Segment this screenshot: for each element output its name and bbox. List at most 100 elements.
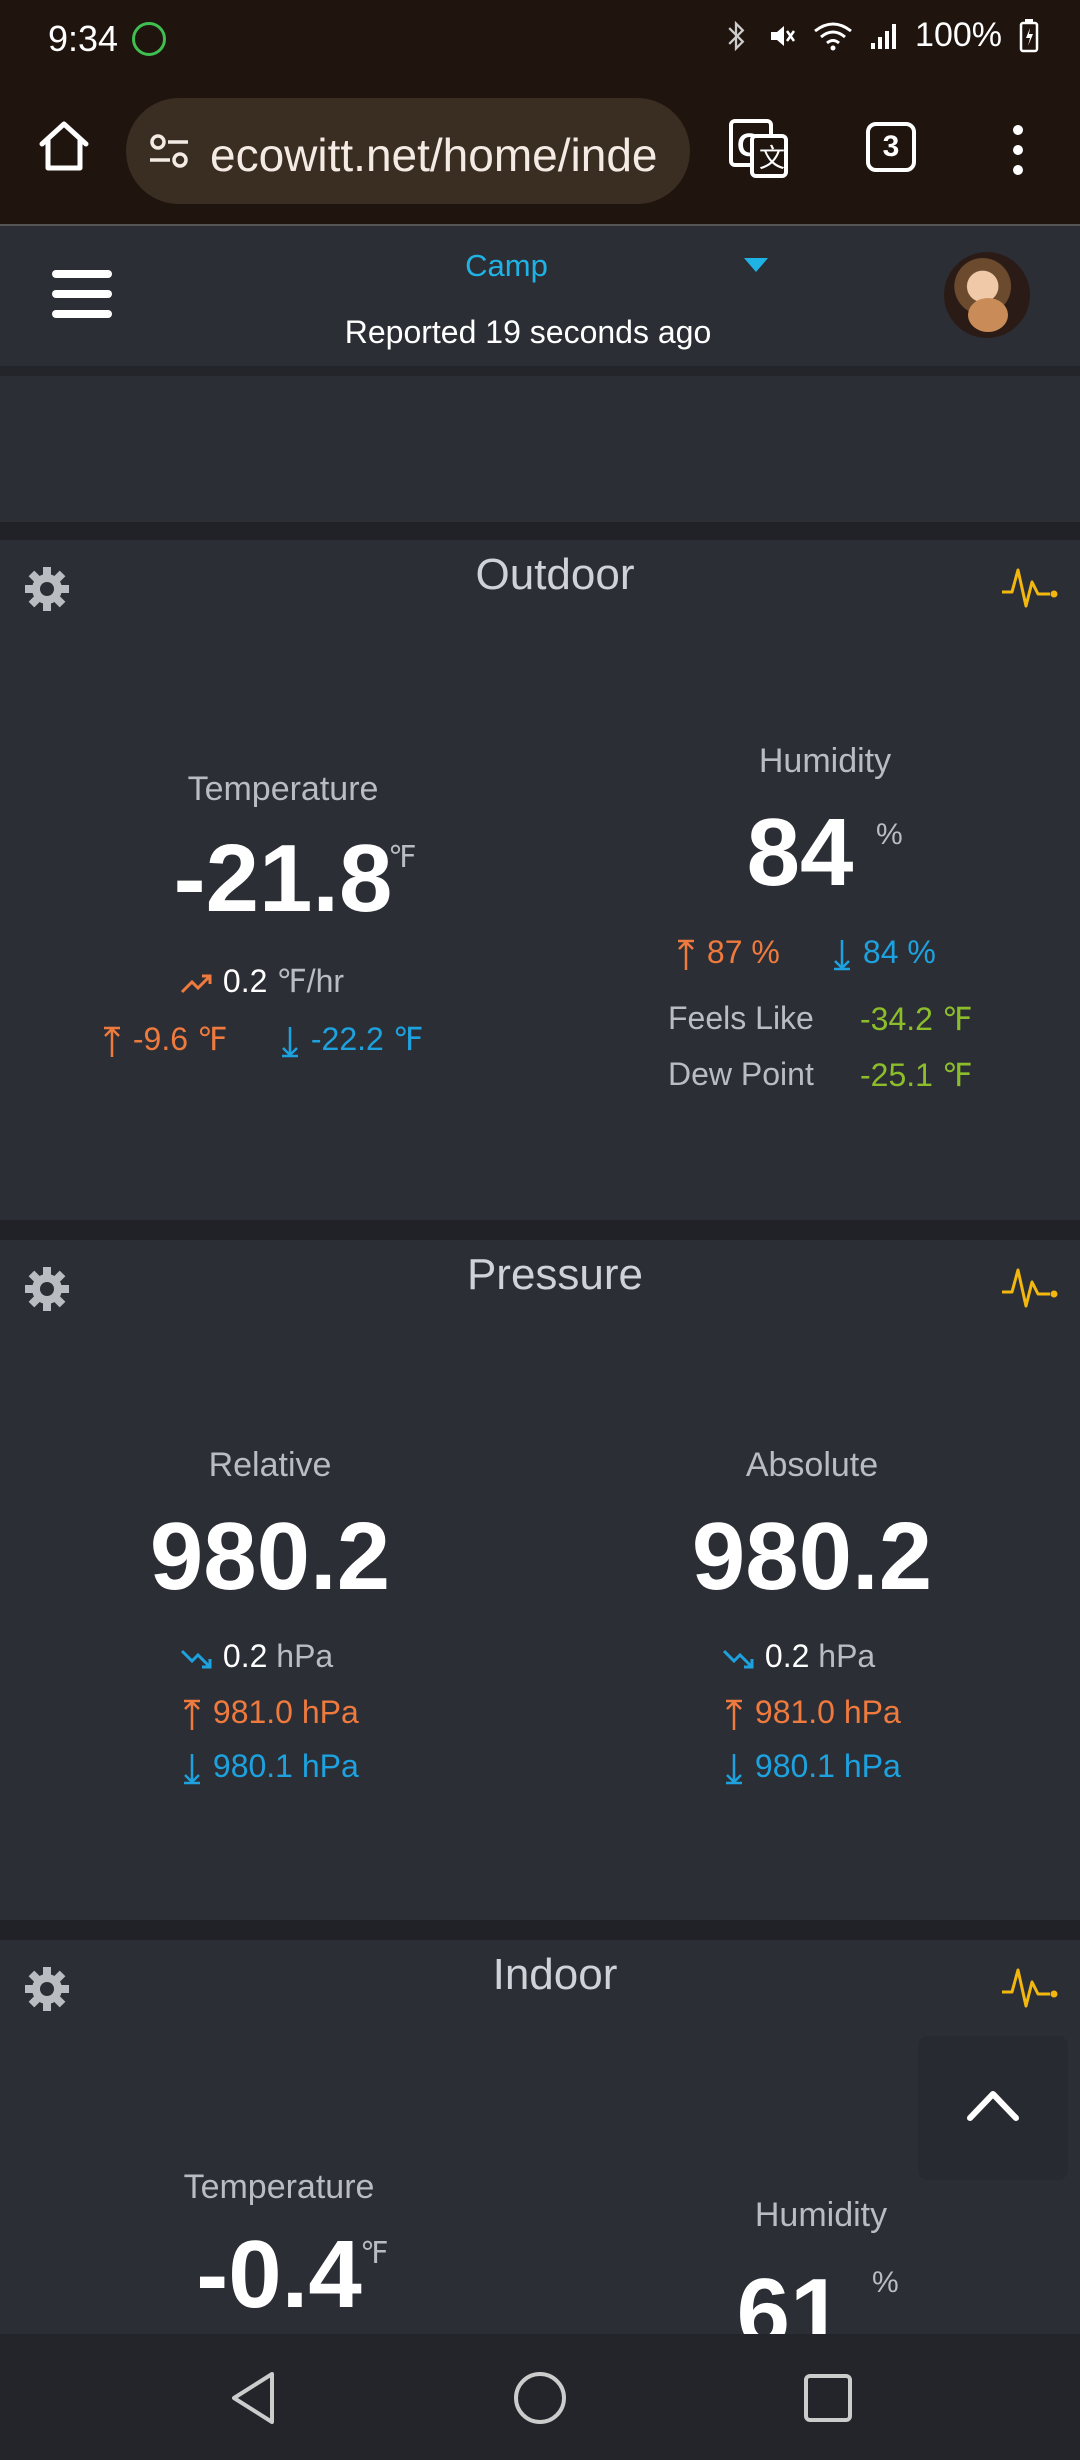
status-time: 9:34 [48, 18, 119, 59]
divider [0, 1920, 1080, 1940]
relative-pressure-low: 980.1 hPa [180, 1748, 359, 1786]
feels-like-value: -34.2 ℉ [860, 1001, 973, 1037]
outdoor-temperature-label: Temperature [187, 770, 379, 808]
outdoor-title: Outdoor [475, 550, 635, 599]
gear-icon[interactable] [22, 1964, 72, 2014]
svg-text:文: 文 [759, 143, 785, 173]
notification-app-icon [132, 22, 166, 56]
absolute-pressure-low: 980.1 hPa [722, 1748, 901, 1786]
url-text: ecowitt.net/home/inde [210, 129, 658, 181]
outdoor-humidity-high: 87 % [674, 934, 780, 972]
relative-pressure-value: 980.2 [149, 1503, 391, 1610]
outdoor-humidity-unit: % [876, 818, 903, 851]
home-nav-icon[interactable] [508, 2366, 572, 2430]
relative-pressure-high-value: 981.0 hPa [212, 1694, 359, 1730]
gear-icon[interactable] [22, 564, 72, 614]
status-bar: 9:34 100% [0, 0, 1080, 80]
absolute-pressure-high-value: 981.0 hPa [754, 1694, 901, 1730]
absolute-pressure-high: 981.0 hPa [722, 1694, 901, 1732]
user-avatar[interactable] [944, 252, 1030, 338]
relative-pressure-label: Relative [208, 1446, 332, 1484]
last-reported-text: Reported 19 seconds ago [344, 314, 712, 350]
chart-pulse-icon[interactable] [1000, 1264, 1060, 1312]
outdoor-humidity-low-value: 84 % [862, 934, 936, 970]
ad-space [0, 366, 1080, 522]
bluetooth-icon [728, 20, 745, 51]
arrow-down-icon [834, 939, 850, 970]
tab-switcher-button[interactable]: 3 [866, 122, 916, 172]
indoor-humidity-unit: % [872, 2266, 899, 2299]
pressure-title: Pressure [466, 1250, 644, 1299]
arrow-down-icon [282, 1026, 298, 1057]
absolute-pressure-label: Absolute [745, 1446, 879, 1484]
battery-icon [1019, 18, 1039, 52]
arrow-down-icon [726, 1753, 742, 1784]
outdoor-humidity-low: 84 % [830, 934, 936, 972]
wifi-icon [814, 22, 852, 50]
absolute-pressure-low-value: 980.1 hPa [754, 1748, 901, 1784]
indoor-humidity-label: Humidity [754, 2196, 888, 2234]
arrow-down-icon [184, 1753, 200, 1784]
indoor-humidity-value: 61 [736, 2259, 844, 2334]
mute-icon [771, 25, 796, 46]
outdoor-temperature-low: -22.2 ℉ [278, 1020, 423, 1059]
outdoor-temperature-trend-value: 0.2 [222, 963, 268, 999]
chevron-down-icon[interactable] [744, 258, 768, 274]
absolute-pressure-value: 980.2 [691, 1503, 933, 1610]
arrow-up-icon [104, 1026, 120, 1057]
outdoor-humidity-high-value: 87 % [706, 934, 780, 970]
chart-pulse-icon[interactable] [1000, 564, 1060, 612]
battery-percent: 100% [915, 16, 1002, 54]
chevron-up-icon [967, 2091, 1019, 2121]
url-bar[interactable]: ecowitt.net/home/inde [126, 98, 690, 204]
system-navigation-bar [0, 2334, 1080, 2460]
relative-pressure-trend: 0.2 hPa [180, 1638, 333, 1675]
trend-up-icon [180, 974, 212, 993]
outdoor-temperature-trend-unit: ℉/hr [276, 963, 345, 999]
indoor-title: Indoor [492, 1950, 618, 1999]
trend-down-icon [180, 1649, 212, 1669]
more-menu-icon[interactable] [1008, 120, 1028, 180]
relative-pressure-trend-value: 0.2 [222, 1638, 268, 1674]
outdoor-card: Outdoor Temperature -21.8 ℉ 0.2 ℉/hr -9.… [0, 540, 1080, 1220]
outdoor-temperature-high-value: -9.6 ℉ [132, 1021, 228, 1057]
indoor-card: Indoor Temperature -0.4 ℉ Humidity 61 % [0, 1940, 1080, 2334]
outdoor-humidity-value: 84 [746, 799, 854, 906]
dew-point-label: Dew Point [668, 1056, 814, 1092]
status-icons: 100% [721, 16, 1040, 55]
signal-icon [871, 23, 897, 49]
relative-pressure-high: 981.0 hPa [180, 1694, 359, 1732]
indoor-temperature-unit: ℉ [360, 2237, 389, 2270]
hamburger-menu-icon[interactable] [52, 268, 112, 320]
divider [0, 522, 1080, 540]
dew-point-value: -25.1 ℉ [860, 1057, 973, 1093]
app-header: Camp Reported 19 seconds ago [0, 224, 1080, 366]
scroll-to-top-button[interactable] [918, 2036, 1068, 2180]
indoor-temperature-value: -0.4 [196, 2221, 362, 2328]
relative-pressure-trend-unit: hPa [276, 1638, 334, 1674]
indoor-temperature-label: Temperature [183, 2168, 375, 2206]
trend-down-icon [722, 1649, 754, 1669]
recents-icon[interactable] [796, 2366, 860, 2430]
feels-like-label: Feels Like [668, 1000, 814, 1036]
back-icon[interactable] [222, 2366, 286, 2430]
translate-icon[interactable]: G文 [728, 118, 790, 180]
chart-pulse-icon[interactable] [1000, 1964, 1060, 2012]
arrow-up-icon [184, 1699, 200, 1730]
gear-icon[interactable] [22, 1264, 72, 1314]
outdoor-humidity-label: Humidity [758, 742, 892, 780]
home-icon[interactable] [34, 116, 94, 176]
relative-pressure-low-value: 980.1 hPa [212, 1748, 359, 1784]
outdoor-temperature-low-value: -22.2 ℉ [310, 1021, 424, 1057]
site-settings-icon[interactable] [146, 128, 192, 174]
outdoor-temperature-unit: ℉ [388, 841, 417, 874]
absolute-pressure-trend: 0.2 hPa [722, 1638, 875, 1675]
absolute-pressure-trend-unit: hPa [818, 1638, 876, 1674]
pressure-card: Pressure Relative 980.2 0.2 hPa 981.0 hP… [0, 1240, 1080, 1920]
outdoor-temperature-value: -21.8 [173, 825, 393, 932]
station-selector[interactable]: Camp [465, 248, 548, 283]
absolute-pressure-trend-value: 0.2 [764, 1638, 810, 1674]
arrow-up-icon [678, 939, 694, 970]
divider [0, 1220, 1080, 1240]
